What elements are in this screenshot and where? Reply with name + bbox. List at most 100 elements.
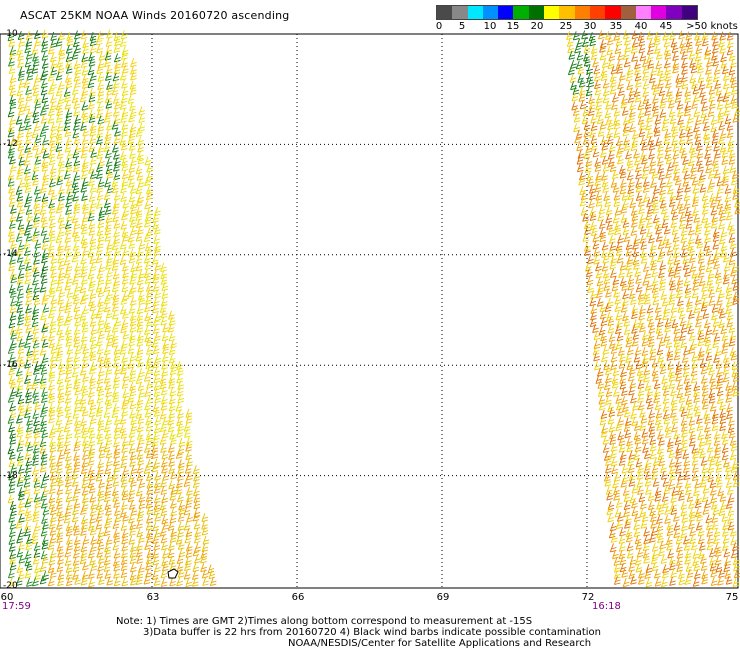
wind-barb [655, 50, 663, 60]
wind-barb [55, 129, 63, 139]
wind-barb [706, 541, 714, 551]
wind-barb [185, 408, 193, 418]
wind-barb [684, 387, 692, 397]
wind-barb [679, 144, 686, 154]
wind-barb [16, 170, 23, 180]
wind-barb [113, 528, 120, 538]
wind-barb [692, 192, 700, 202]
wind-barb [625, 533, 633, 543]
wind-barb [619, 261, 627, 271]
wind-barb [89, 87, 96, 98]
wind-barb [642, 443, 649, 454]
wind-barb [638, 493, 646, 503]
wind-barb [643, 464, 651, 474]
wind-barb [97, 416, 105, 426]
wind-barb [136, 464, 144, 474]
wind-barb [664, 50, 672, 60]
wind-barb [146, 354, 153, 364]
wind-barb [185, 442, 192, 452]
wind-barb [654, 303, 662, 313]
wind-barb [170, 470, 177, 480]
wind-barb [25, 380, 33, 390]
wind-barb [724, 569, 732, 579]
wind-barb [66, 37, 74, 47]
wind-barb [710, 115, 718, 125]
wind-barb [7, 123, 15, 133]
wind-barb [71, 214, 79, 224]
wind-barb [105, 157, 113, 167]
wind-barb [42, 506, 50, 516]
wind-barb [48, 241, 55, 251]
wind-barb [613, 197, 621, 208]
legend-label: 10 [483, 21, 497, 32]
wind-barb [63, 514, 71, 524]
wind-barb [15, 232, 23, 242]
wind-barb [129, 331, 136, 341]
wind-barb [112, 94, 120, 104]
wind-barb [127, 288, 135, 298]
wind-barb [631, 212, 639, 222]
wind-barb [65, 416, 73, 426]
wind-barb [713, 65, 721, 75]
wind-barb [121, 443, 128, 453]
wind-barb [74, 66, 82, 76]
wind-barb [97, 323, 104, 334]
wind-barb [105, 365, 113, 375]
wind-barb [728, 225, 736, 235]
wind-barb [707, 464, 715, 474]
wind-barb [24, 409, 31, 419]
wind-barb [39, 380, 47, 390]
wind-barb [48, 85, 55, 95]
wind-barb [606, 506, 614, 516]
wind-barb [670, 568, 677, 579]
wind-barb [721, 451, 729, 461]
wind-barb [111, 409, 119, 419]
wind-barb [169, 387, 176, 397]
wind-barb [135, 127, 143, 137]
wind-barb [577, 73, 584, 83]
wind-barb [103, 346, 111, 356]
wind-barb [712, 73, 720, 83]
legend-color-swatch [574, 6, 590, 19]
wind-barb [88, 206, 96, 216]
wind-barb [690, 149, 697, 159]
wind-barb [701, 575, 708, 585]
wind-barb [9, 325, 17, 335]
wind-barb [89, 340, 97, 350]
wind-barb [168, 354, 176, 364]
wind-barb [143, 233, 151, 243]
wind-barb [635, 191, 643, 202]
wind-barb [32, 555, 40, 565]
wind-barb [719, 44, 726, 54]
wind-barb [72, 409, 80, 419]
wind-barb [81, 135, 89, 145]
wind-barb [87, 549, 95, 559]
wind-barb [146, 505, 154, 515]
wind-barb [90, 148, 97, 158]
wind-barb [675, 191, 683, 201]
wind-barb [18, 225, 26, 236]
wind-barb [567, 44, 574, 54]
wind-barb [130, 465, 138, 475]
wind-barb [146, 549, 154, 559]
wind-barb [16, 452, 24, 462]
wind-barb [719, 492, 727, 502]
wind-barb [702, 199, 710, 209]
wind-barb [32, 114, 40, 124]
wind-barb [728, 256, 736, 266]
wind-barb [24, 121, 32, 131]
wind-barb [144, 218, 151, 228]
wind-barb [34, 192, 42, 202]
wind-barb [684, 93, 692, 104]
wind-barb [55, 142, 63, 153]
wind-barb [605, 206, 613, 216]
legend-color-swatch [559, 6, 575, 19]
wind-barb [26, 347, 33, 357]
wind-barb [724, 193, 732, 203]
wind-barb [619, 353, 626, 363]
wind-barb [88, 380, 96, 390]
wind-barb [128, 304, 136, 314]
wind-barb [617, 87, 625, 97]
wind-barb [666, 527, 674, 537]
wind-barb [25, 429, 32, 439]
